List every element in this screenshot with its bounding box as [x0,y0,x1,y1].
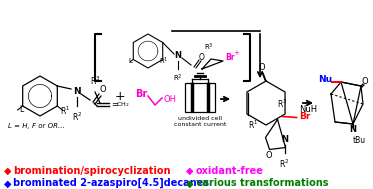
Text: CH$_2$: CH$_2$ [116,101,129,109]
Bar [185,83,215,112]
Text: +: + [233,50,239,56]
Text: R$^3$: R$^3$ [204,42,214,53]
Text: various transformations: various transformations [195,178,328,188]
Text: ◆: ◆ [4,166,15,176]
Text: NuH: NuH [299,105,317,115]
Text: Br: Br [135,89,147,99]
Text: tBu: tBu [352,136,366,145]
Text: L: L [128,58,132,64]
Text: constant current: constant current [174,122,226,127]
Text: oxidant-free: oxidant-free [195,166,263,176]
Text: Br: Br [300,112,311,121]
Text: N: N [73,88,81,97]
Text: R$^1$: R$^1$ [159,55,169,67]
Text: OH: OH [163,94,176,104]
Text: Nu: Nu [318,75,332,84]
Text: ◆: ◆ [186,178,197,188]
Text: N: N [350,125,357,135]
Text: R$^3$: R$^3$ [278,97,288,109]
Text: R$^3$: R$^3$ [90,75,100,87]
Text: R$^1$: R$^1$ [60,105,70,117]
Text: bromination/spirocyclization: bromination/spirocyclization [13,166,170,176]
Text: ◆: ◆ [4,178,15,188]
Text: L: L [19,105,23,115]
Text: N: N [281,135,288,144]
Text: R$^1$: R$^1$ [248,119,258,131]
Text: ◆: ◆ [186,166,197,176]
Text: Br: Br [225,53,235,61]
Text: R$^2$: R$^2$ [173,73,183,84]
Text: R$^2$: R$^2$ [72,111,82,123]
Text: =: = [111,101,118,109]
Text: undivided cell: undivided cell [178,116,222,121]
Text: O: O [100,85,106,94]
Text: N: N [175,51,182,60]
Text: O: O [259,63,265,71]
Text: L = H, F or OR...: L = H, F or OR... [8,123,65,129]
Text: brominated 2-azaspiro[4.5]decanes: brominated 2-azaspiro[4.5]decanes [13,178,209,188]
Text: O: O [199,53,205,61]
Text: O: O [362,77,368,87]
Text: O: O [265,151,272,160]
Text: +: + [115,90,125,102]
Text: R$^2$: R$^2$ [279,157,290,170]
